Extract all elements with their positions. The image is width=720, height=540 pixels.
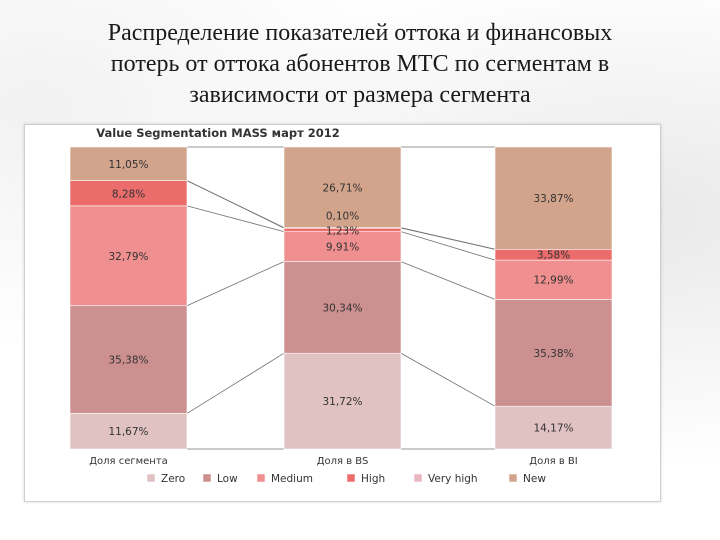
segment-label: 11,67% — [108, 426, 148, 438]
segment-label: 8,28% — [112, 188, 145, 200]
segment-label: 14,17% — [533, 423, 573, 435]
bar-medium-2 — [283, 231, 402, 262]
category-label-1: Доля сегмента — [89, 456, 168, 467]
bar-new-3 — [494, 146, 613, 250]
stacked-bar-chart: Value Segmentation MASS март 2012 11,67%… — [69, 126, 613, 485]
bar-new-1 — [69, 146, 188, 181]
segment-label: 32,79% — [108, 251, 148, 263]
legend-swatch-new — [508, 473, 518, 483]
connector-lines — [186, 146, 496, 450]
legend-label-new: New — [523, 473, 546, 485]
segment-labels: 11,67% 35,38% 32,79% 8,28% 11,05% 31,72% 30,34… — [108, 159, 573, 438]
bar-low-3 — [494, 299, 613, 407]
legend-label-very-high: Very high — [428, 473, 478, 485]
connector-line-1-2 — [186, 352, 285, 414]
legend-swatch-zero — [146, 473, 156, 483]
bar-high-1 — [69, 180, 188, 207]
legend-swatch-high — [346, 473, 356, 483]
legend: Zero Low Medium High Very high New — [146, 473, 546, 485]
bar-zero-2 — [283, 352, 402, 450]
bar-zero-3 — [494, 405, 613, 450]
legend-swatch-low — [202, 473, 212, 483]
connector-line-2-2 — [400, 352, 496, 407]
segment-label: 12,99% — [533, 275, 573, 287]
chart-title: Value Segmentation MASS март 2012 — [96, 126, 340, 140]
segment-label: 33,87% — [533, 193, 573, 205]
connector-line-2-6 — [400, 227, 496, 250]
legend-label-zero: Zero — [161, 473, 185, 485]
bar-medium-3 — [494, 259, 613, 300]
legend-label-high: High — [361, 473, 385, 485]
segment-label: 31,72% — [322, 396, 362, 408]
bar-low-1 — [69, 305, 188, 414]
legend-swatch-medium — [256, 473, 266, 483]
segment-label: 35,38% — [533, 348, 573, 360]
segment-label: 26,71% — [322, 182, 362, 194]
category-labels: Доля сегмента Доля в BS Доля в BI — [89, 456, 578, 467]
connector-line-2-3 — [400, 261, 496, 300]
category-label-3: Доля в BI — [529, 456, 577, 467]
connector-line-1-4 — [186, 205, 285, 233]
slide-title: Распределение показателей оттока и финан… — [107, 20, 613, 108]
bar-medium-1 — [69, 205, 188, 307]
bar-new-2 — [283, 146, 402, 228]
category-label-2: Доля в BS — [317, 456, 369, 467]
segment-label: 35,38% — [108, 355, 148, 367]
chart-frame: Value Segmentation MASS март 2012 11,67%… — [24, 124, 661, 502]
connector-line-2-4 — [400, 231, 496, 261]
legend-label-medium: Medium — [271, 473, 313, 485]
segment-label: 9,91% — [326, 242, 359, 254]
segment-label: 1,23% — [326, 226, 359, 238]
connector-line-1-3 — [186, 261, 285, 307]
connector-line-1-6 — [186, 180, 285, 229]
legend-swatch-very-high — [413, 473, 423, 483]
bar-stacks — [69, 146, 613, 450]
bar-zero-1 — [69, 413, 188, 450]
segment-label: 11,05% — [108, 159, 148, 171]
segment-label: 3,58% — [537, 250, 570, 262]
segment-label: 30,34% — [322, 302, 362, 314]
segment-label: 0,10% — [326, 211, 359, 223]
legend-label-low: Low — [217, 473, 238, 485]
